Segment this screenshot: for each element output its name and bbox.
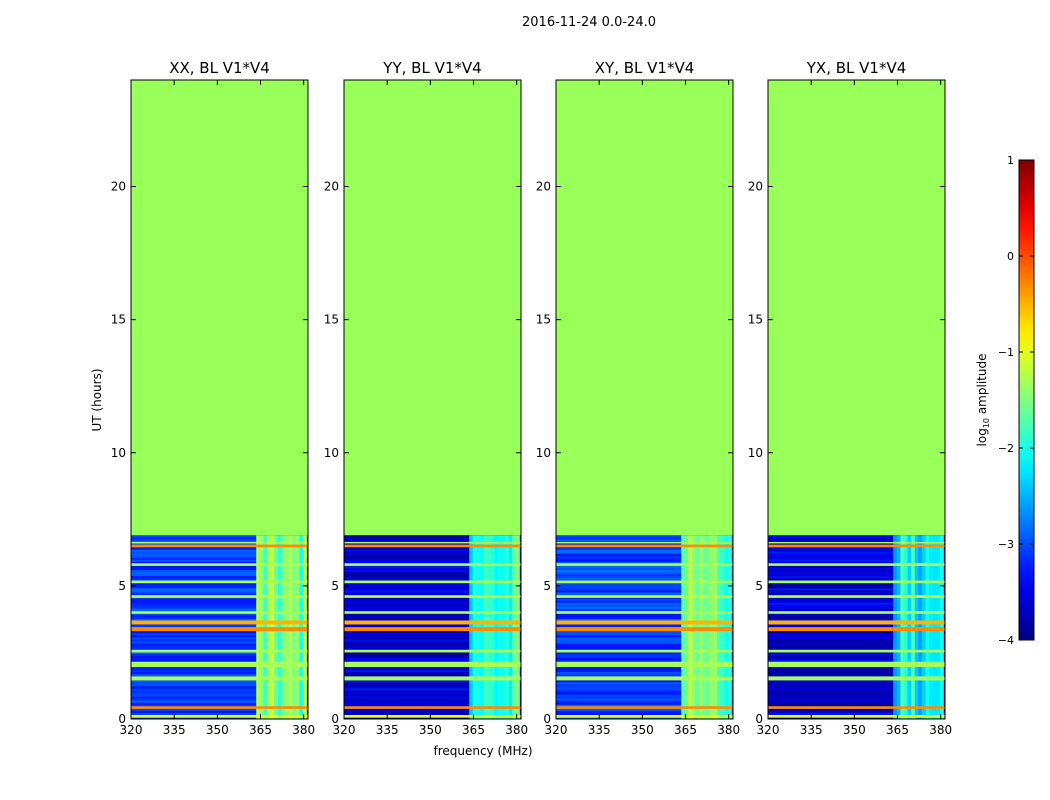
x-axis-label: frequency (MHz) (433, 744, 532, 758)
panel-2-title: YY, BL V1*V4 (382, 59, 481, 77)
x-tick-label: 350 (843, 723, 866, 737)
panel-1-title: XX, BL V1*V4 (169, 59, 270, 77)
x-tick-label: 335 (800, 723, 823, 737)
y-tick-label: 5 (118, 579, 126, 593)
panel-3-spectrogram (556, 535, 733, 720)
x-tick-label: 335 (163, 723, 186, 737)
colorbar-tick-label: −2 (998, 442, 1014, 455)
colorbar-tick-label: 0 (1007, 250, 1014, 263)
colorbar-tick-label: −1 (998, 346, 1014, 359)
y-tick-label: 10 (536, 446, 551, 460)
x-tick-label: 320 (120, 723, 143, 737)
panel-3-title: XY, BL V1*V4 (595, 59, 695, 77)
colorbar-tick-label: −3 (998, 538, 1014, 551)
panel-2-frame (343, 79, 522, 720)
panel-1-frame (130, 79, 309, 720)
y-tick-label: 0 (543, 712, 551, 726)
panel-4: YX, BL V1*V4 320 335 350 365 380 0 5 10 15 20 (748, 59, 952, 737)
panel-4-spectrogram (768, 535, 945, 720)
y-tick-label: 5 (543, 579, 551, 593)
colorbar-tick-label: 1 (1007, 154, 1014, 167)
x-tick-label: 320 (545, 723, 568, 737)
x-tick-label: 350 (631, 723, 654, 737)
y-tick-label: 10 (748, 446, 763, 460)
y-tick-label: 15 (324, 313, 339, 327)
y-tick-label: 0 (331, 712, 339, 726)
panel-1: XX, BL V1*V4 320 335 350 365 380 0 5 10 15 20 (111, 59, 315, 737)
x-tick-label: 365 (886, 723, 909, 737)
x-tick-label: 335 (376, 723, 399, 737)
y-tick-label: 15 (748, 313, 763, 327)
y-tick-label: 20 (748, 180, 763, 194)
colorbar-tick-label: −4 (998, 634, 1014, 647)
colorbar: 1 0 −1 −2 −3 −4 log10 amplitude (975, 154, 1035, 647)
y-tick-label: 20 (111, 180, 126, 194)
y-tick-label: 10 (324, 446, 339, 460)
y-tick-label: 20 (536, 180, 551, 194)
x-tick-label: 380 (505, 723, 528, 737)
panel-3-frame (555, 79, 734, 720)
y-axis-label: UT (hours) (90, 368, 104, 431)
y-tick-label: 5 (331, 579, 339, 593)
panel-2-spectrogram (344, 535, 521, 720)
panel-3: XY, BL V1*V4 320 335 350 365 380 0 5 10 15 20 (536, 59, 740, 737)
x-tick-label: 365 (462, 723, 485, 737)
x-tick-label: 335 (588, 723, 611, 737)
y-tick-label: 5 (755, 579, 763, 593)
y-tick-label: 15 (536, 313, 551, 327)
x-tick-label: 380 (292, 723, 315, 737)
y-tick-label: 20 (324, 180, 339, 194)
x-tick-label: 380 (717, 723, 740, 737)
y-tick-label: 10 (111, 446, 126, 460)
panel-2: YY, BL V1*V4 320 335 350 365 380 0 5 10 15 20 (324, 59, 528, 737)
x-tick-label: 350 (206, 723, 229, 737)
figure-title: 2016-11-24 0.0-24.0 (522, 15, 656, 30)
x-tick-label: 380 (929, 723, 952, 737)
x-tick-label: 350 (419, 723, 442, 737)
panel-1-spectrogram (131, 535, 308, 720)
y-tick-label: 0 (118, 712, 126, 726)
x-tick-label: 365 (674, 723, 697, 737)
panel-4-title: YX, BL V1*V4 (806, 59, 907, 77)
colorbar-gradient (1018, 159, 1035, 641)
x-tick-label: 320 (757, 723, 780, 737)
panel-4-frame (767, 79, 946, 720)
colorbar-label: log10 amplitude (975, 354, 991, 447)
y-tick-label: 15 (111, 313, 126, 327)
x-tick-label: 365 (249, 723, 272, 737)
x-tick-label: 320 (333, 723, 356, 737)
y-tick-label: 0 (755, 712, 763, 726)
